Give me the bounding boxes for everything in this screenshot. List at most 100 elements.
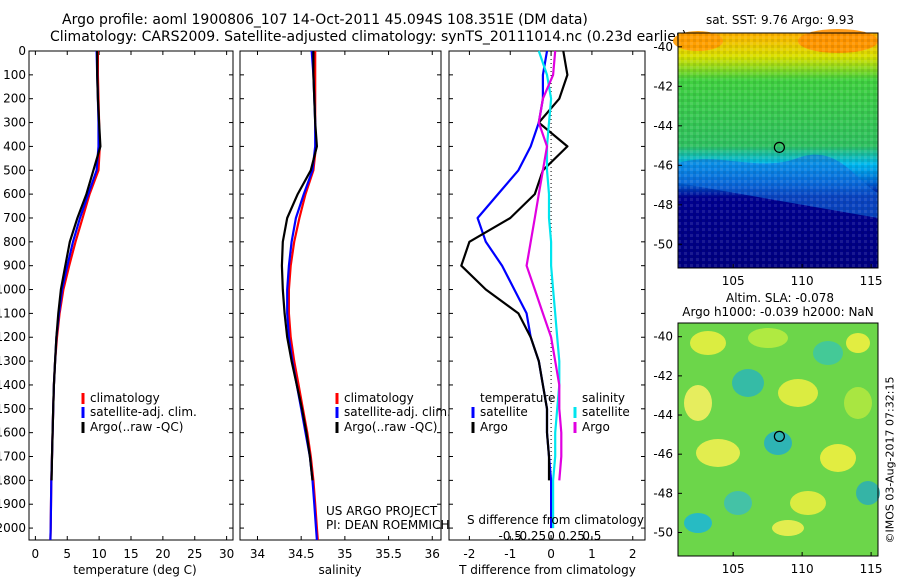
- x-tick-label: 15: [123, 547, 138, 561]
- depth-tick-label: 1200: [0, 330, 26, 344]
- sla-blob: [846, 333, 870, 353]
- lat-tick-label: -50: [653, 526, 673, 540]
- legend-temperature-argo: Argo: [480, 420, 508, 434]
- x-tick-label: 35: [337, 547, 352, 561]
- depth-tick-label: 400: [3, 139, 26, 153]
- sla-blob: [772, 520, 804, 536]
- depth-tick-label: 100: [3, 68, 26, 82]
- depth-tick-label: 800: [3, 235, 26, 249]
- legend-salinity-argo: Argo: [582, 420, 610, 434]
- lat-tick-label: -50: [653, 237, 673, 251]
- salinity-axis-label: salinity: [318, 563, 362, 577]
- x-tick-label: -2: [463, 547, 475, 561]
- imos-stamp: ©IMOS 03-Aug-2017 07:32:15: [883, 376, 897, 544]
- series-line-climatology: [287, 51, 319, 541]
- depth-tick-label: 1000: [0, 283, 26, 297]
- s-tick-label: -0.25: [515, 529, 546, 543]
- series-line-satellite-adj-clim-: [49, 50, 100, 541]
- lat-tick-label: -42: [653, 79, 673, 93]
- x-tick-label: 34: [250, 547, 265, 561]
- depth-tick-label: 1100: [0, 306, 26, 320]
- sla-blob: [684, 513, 712, 533]
- temperature-axis-label: temperature (deg C): [73, 563, 197, 577]
- legend-salinity-satellite: satellite: [582, 405, 630, 419]
- x-tick-label: -1: [504, 547, 516, 561]
- legend-satellite-adj: satellite-adj. clim.: [90, 405, 197, 419]
- lon-tick-label: 110: [791, 274, 814, 288]
- lat-tick-label: -44: [653, 119, 673, 133]
- depth-tick-label: 200: [3, 92, 26, 106]
- x-tick-label: 1: [588, 547, 596, 561]
- depth-tick-label: 1700: [0, 450, 26, 464]
- header-line-1: Argo profile: aoml 1900806_107 14-Oct-20…: [62, 12, 588, 28]
- sla-blob: [790, 491, 826, 515]
- depth-tick-label: 1300: [0, 354, 26, 368]
- x-tick-label: 25: [187, 547, 202, 561]
- sla-blob: [764, 431, 792, 455]
- x-tick-label: 36: [425, 547, 440, 561]
- argo-position-marker: [773, 430, 785, 442]
- sla-blob: [813, 341, 843, 365]
- series-line-salinity-satellite: [537, 50, 561, 529]
- legend-temperature-satellite: satellite: [480, 405, 528, 419]
- sla-blob: [724, 491, 752, 515]
- argo-position-marker: [773, 141, 785, 153]
- s-tick-label: 0.5: [582, 529, 601, 543]
- sla-map-subtitle: Argo h1000: -0.039 h2000: NaN: [682, 305, 874, 319]
- map-frame: [677, 32, 879, 269]
- x-tick-label: 30: [219, 547, 234, 561]
- series-line-salinity-argo: [525, 50, 563, 481]
- plot-frame: [239, 50, 442, 541]
- s-tick-label: -0.5: [499, 529, 522, 543]
- plot-frame: [448, 50, 646, 541]
- x-tick-label: 2: [629, 547, 637, 561]
- lon-tick-label: 110: [791, 562, 814, 576]
- depth-tick-label: 1600: [0, 426, 26, 440]
- series-line-argo-raw-qc-: [50, 51, 102, 481]
- temperature-profile-panel: 0100200300400500600700800900100011001200…: [0, 44, 234, 561]
- salinity-profile-panel: 34 34.5 35 35.5 36: [239, 50, 442, 561]
- legend-argo: Argo(..raw -QC): [344, 420, 438, 434]
- legend-header-salinity: salinity: [582, 391, 626, 405]
- depth-tick-label: 2000: [0, 521, 26, 535]
- depth-tick-label: 1500: [0, 402, 26, 416]
- sla-blob: [856, 481, 880, 505]
- depth-tick-label: 700: [3, 211, 26, 225]
- sla-map-panel: -40 -42 -44 -46 -48 -50 105 110 115: [653, 322, 883, 576]
- depth-tick-label: 900: [3, 259, 26, 273]
- lat-tick-label: -44: [653, 408, 673, 422]
- lat-tick-label: -40: [653, 330, 673, 344]
- t-difference-axis-label: T difference from climatology: [459, 563, 636, 577]
- depth-tick-label: 0: [18, 44, 26, 58]
- s-difference-axis-label: S difference from climatology: [467, 513, 644, 527]
- sla-blob: [690, 331, 726, 355]
- lat-tick-label: -46: [653, 158, 673, 172]
- legend-climatology: climatology: [90, 391, 160, 405]
- sla-blob: [820, 444, 856, 472]
- x-tick-label: 10: [91, 547, 106, 561]
- x-tick-label: 5: [63, 547, 71, 561]
- depth-tick-label: 300: [3, 116, 26, 130]
- depth-tick-label: 1400: [0, 378, 26, 392]
- x-tick-label: 0: [547, 547, 555, 561]
- s-tick-label: 0.25: [558, 529, 585, 543]
- x-tick-label: 34.5: [288, 547, 315, 561]
- sst-map-panel: -40 -42 -44 -46 -48 -50 105 110 115: [653, 29, 883, 288]
- sla-blob: [778, 379, 818, 407]
- depth-tick-label: 600: [3, 187, 26, 201]
- sla-blob: [844, 387, 872, 419]
- legend-argo: Argo(..raw -QC): [90, 420, 184, 434]
- depth-tick-label: 1900: [0, 497, 26, 511]
- legend-climatology: climatology: [344, 391, 414, 405]
- map-frame: [677, 322, 879, 557]
- sla-map-title: Altim. SLA: -0.078: [725, 291, 835, 305]
- s-tick-label: 0: [547, 529, 555, 543]
- sla-blob: [748, 328, 788, 348]
- lon-tick-label: 105: [722, 274, 745, 288]
- lat-tick-label: -42: [653, 369, 673, 383]
- project-line-1: US ARGO PROJECT: [326, 504, 438, 518]
- depth-tick-label: 1800: [0, 473, 26, 487]
- lon-tick-label: 105: [722, 562, 745, 576]
- series-line-argo-raw-qc-: [280, 51, 318, 481]
